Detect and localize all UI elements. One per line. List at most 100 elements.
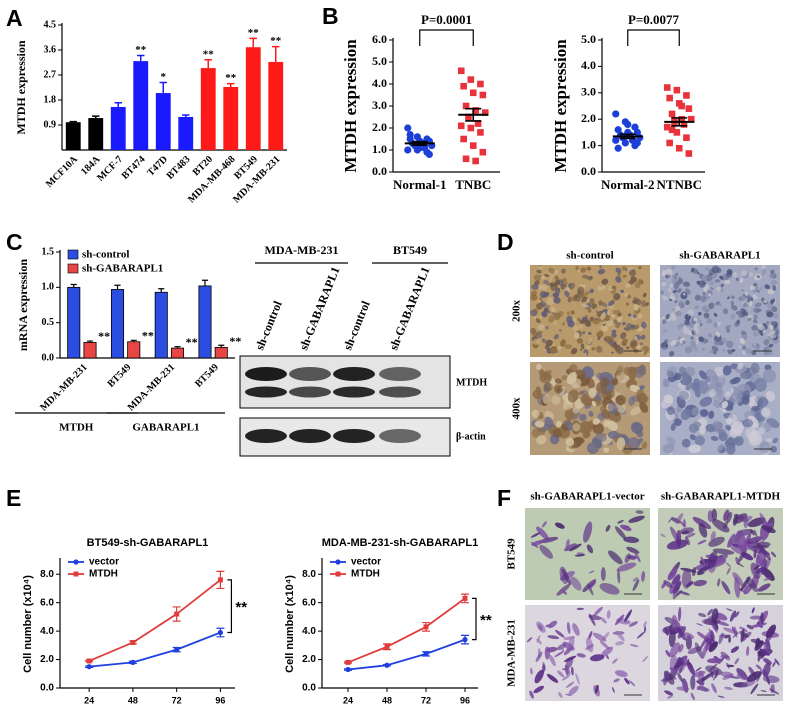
blot-band: [379, 386, 421, 398]
column-label: sh-GABARAPL1-vector: [530, 491, 644, 503]
texture: [635, 365, 647, 378]
texture: [547, 297, 554, 306]
panel-letter: C: [6, 229, 23, 255]
point: [465, 113, 472, 121]
texture: [542, 394, 551, 404]
y-axis-label: Cell number (x10⁴): [284, 575, 296, 673]
texture: [707, 608, 713, 616]
texture: [722, 308, 729, 315]
texture: [643, 621, 647, 627]
error-bar: [130, 339, 137, 342]
texture: [589, 316, 594, 322]
texture: [643, 351, 647, 356]
bar: [200, 68, 216, 150]
texture: [536, 302, 543, 310]
texture: [551, 395, 561, 405]
texture: [599, 583, 620, 595]
texture: [740, 370, 752, 380]
texture: [687, 661, 693, 670]
texture: [629, 680, 636, 687]
texture: [750, 622, 767, 628]
texture: [597, 285, 602, 292]
texture: [690, 340, 697, 348]
texture: [769, 352, 773, 356]
chart: 0.0 2.0 4.0 6.0 8.0 Cell number (x10⁴) 24 48 72 9…: [22, 537, 247, 705]
texture: [531, 331, 539, 337]
blot-band: [289, 386, 331, 398]
texture: [730, 313, 736, 320]
texture: [726, 567, 731, 575]
texture: [708, 410, 715, 419]
texture: [567, 320, 575, 328]
texture: [723, 279, 731, 284]
texture: [765, 437, 773, 443]
texture: [753, 319, 758, 324]
texture: [541, 310, 548, 318]
texture: [591, 346, 596, 351]
texture: [730, 421, 744, 435]
point: [457, 122, 465, 130]
texture: [770, 321, 776, 326]
texture: [572, 423, 581, 432]
bracket: [227, 579, 233, 634]
texture: [711, 608, 719, 623]
texture: [769, 272, 776, 279]
texture: [633, 324, 640, 330]
point: [675, 144, 683, 152]
texture: [675, 272, 679, 277]
texture: [701, 305, 707, 312]
texture: [759, 512, 768, 526]
point: [685, 150, 693, 157]
texture: [708, 302, 715, 310]
texture: [534, 280, 540, 286]
texture: [774, 313, 779, 319]
row-label: 200x: [511, 300, 523, 323]
column-label: sh-GABARAPL1: [679, 250, 760, 262]
texture: [751, 325, 758, 331]
texture: [731, 305, 738, 311]
texture: [565, 437, 575, 447]
texture: [615, 276, 622, 283]
significance: **: [248, 27, 260, 39]
texture: [698, 523, 708, 538]
y-tick-label: 0.0: [302, 683, 316, 694]
row-label: BT549: [506, 538, 518, 570]
texture: [588, 387, 597, 399]
x-tick-label: 24: [343, 695, 353, 705]
texture: [554, 378, 563, 384]
texture: [557, 345, 562, 350]
texture: [711, 519, 730, 533]
texture: [617, 272, 621, 277]
point: [612, 110, 620, 118]
texture: [714, 669, 719, 678]
texture: [715, 331, 721, 338]
texture: [688, 444, 702, 453]
texture: [592, 437, 603, 449]
texture: [692, 567, 697, 577]
point: [217, 629, 224, 636]
x-tick-label: MCF-7: [95, 154, 125, 184]
bar: [214, 346, 228, 359]
texture: [760, 407, 771, 418]
texture: [707, 551, 718, 569]
texture: [751, 405, 760, 412]
bar: [245, 47, 261, 150]
point: [462, 595, 468, 601]
texture: [672, 581, 680, 600]
texture: [685, 288, 691, 295]
texture: [723, 521, 728, 529]
y-tick-label: 3.0: [372, 98, 387, 112]
texture: [713, 312, 718, 317]
texture: [749, 272, 754, 277]
texture: [733, 436, 744, 446]
texture: [559, 328, 562, 332]
texture: [769, 688, 780, 695]
texture: [622, 274, 627, 278]
texture: [628, 396, 635, 406]
texture: [529, 667, 533, 675]
texture: [696, 565, 710, 574]
texture: [682, 340, 686, 344]
texture: [553, 296, 561, 304]
texture: [698, 336, 704, 342]
